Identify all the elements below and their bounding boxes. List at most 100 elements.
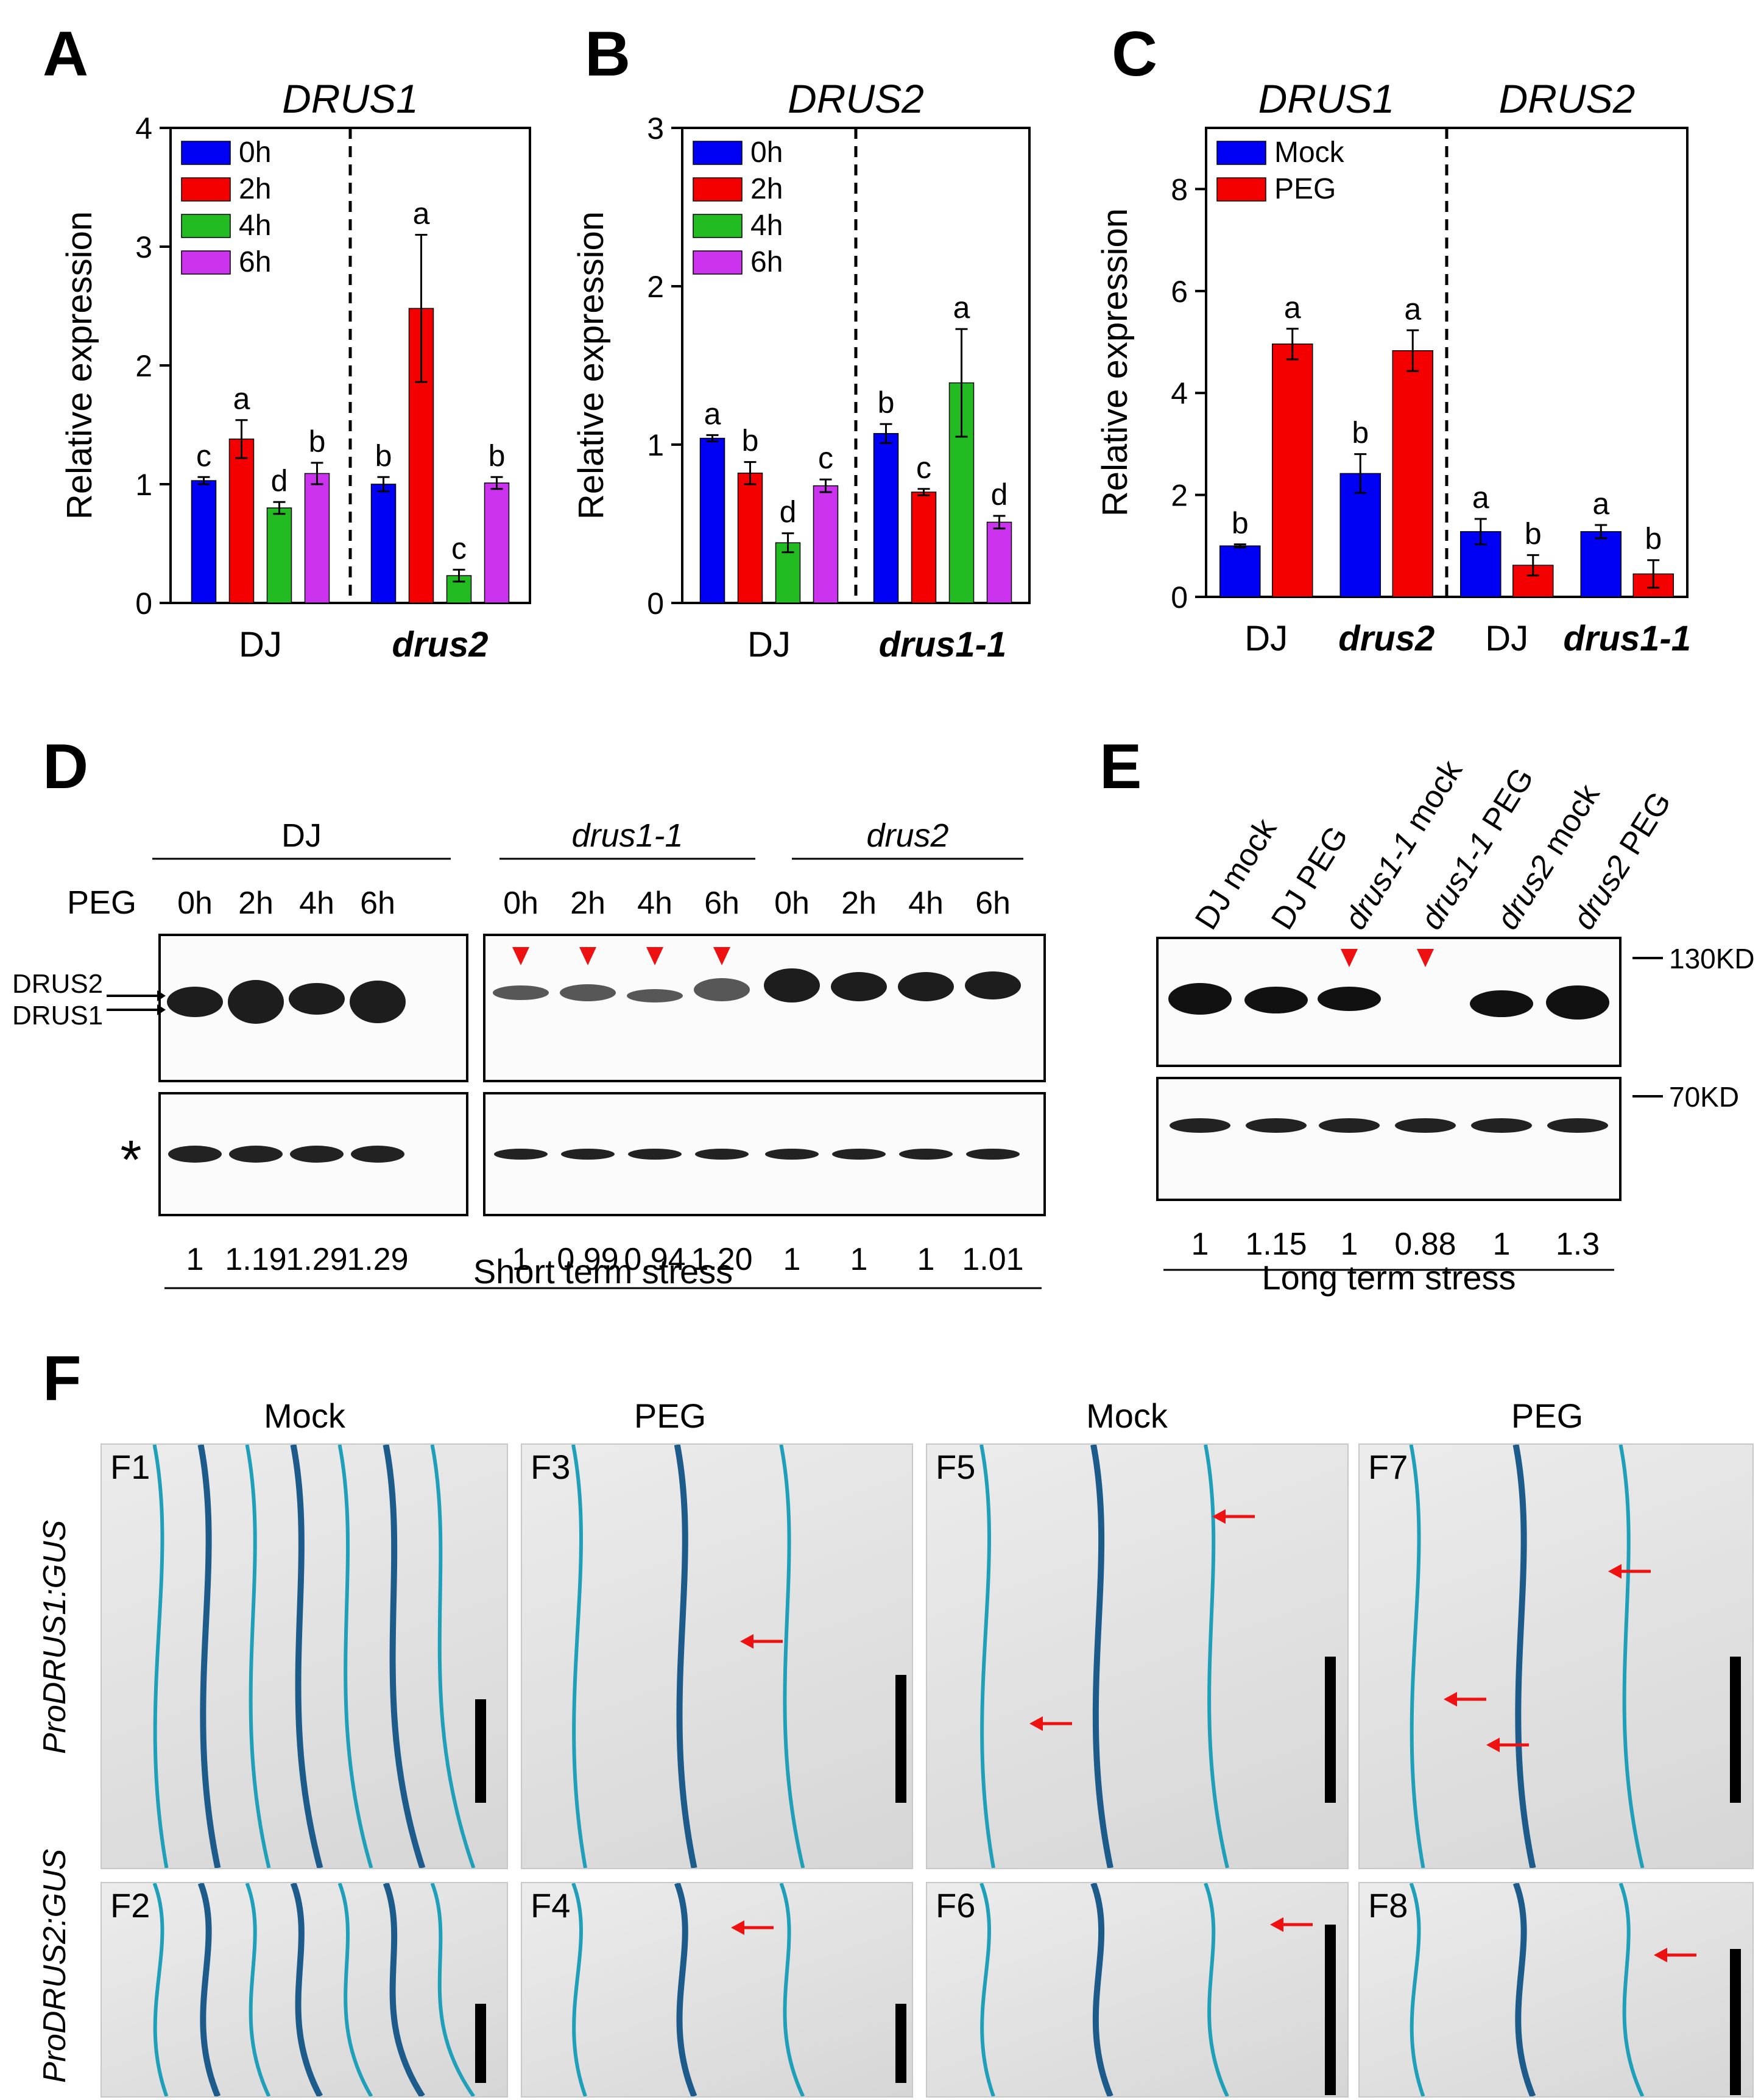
protein-band bbox=[1470, 990, 1533, 1017]
root-drawing bbox=[979, 1445, 1229, 1868]
quant-value: 1 bbox=[1191, 1227, 1209, 1262]
significance-letter: c bbox=[818, 441, 833, 475]
red-arrow-head bbox=[1654, 1948, 1667, 1962]
photo-label: F3 bbox=[531, 1448, 571, 1486]
photo-label: F5 bbox=[936, 1448, 976, 1486]
y-tick-label: 2 bbox=[135, 349, 152, 383]
photo-label: F2 bbox=[110, 1886, 150, 1925]
significance-letter: c bbox=[196, 439, 211, 473]
protein-band bbox=[965, 971, 1021, 999]
x-group-label: drus1-1 bbox=[1563, 619, 1691, 658]
quant-value: 1 bbox=[850, 1242, 868, 1277]
significance-letter: b bbox=[1352, 416, 1369, 450]
x-group-label: drus2 bbox=[1338, 619, 1435, 658]
protein-band bbox=[898, 972, 954, 1001]
protein-band bbox=[694, 978, 750, 1001]
gus-photo: F4 bbox=[521, 1882, 913, 2098]
legend-swatch bbox=[181, 177, 231, 202]
protein-band bbox=[1318, 987, 1381, 1011]
significance-letter: a bbox=[413, 197, 430, 231]
x-group-label: DJ bbox=[1244, 619, 1288, 658]
legend-swatch bbox=[693, 177, 743, 202]
legend-swatch bbox=[181, 250, 231, 275]
protein-band bbox=[627, 989, 683, 1002]
y-tick-label: 6 bbox=[1171, 275, 1188, 309]
significance-letter: d bbox=[780, 495, 797, 529]
chart-title: DRUS1 bbox=[1258, 76, 1395, 121]
significance-letter: a bbox=[1404, 292, 1421, 326]
caption-long-term: Long term stress bbox=[1262, 1258, 1516, 1297]
lane-label: 2h bbox=[570, 886, 605, 921]
bar bbox=[191, 480, 217, 604]
protein-band bbox=[493, 985, 549, 1000]
bar bbox=[1392, 350, 1433, 597]
loading-band bbox=[628, 1149, 682, 1160]
legend-swatch bbox=[1216, 177, 1266, 202]
blot-group-label: drus1-1 bbox=[571, 817, 683, 854]
root-stroke bbox=[571, 1883, 587, 2096]
bar bbox=[699, 437, 725, 604]
membrane-bottom bbox=[1156, 1077, 1622, 1201]
red-arrow-head bbox=[1212, 1509, 1226, 1524]
photo-label: F4 bbox=[531, 1886, 571, 1925]
loading-band bbox=[561, 1149, 615, 1160]
legend-label: 6h bbox=[750, 246, 783, 278]
quant-value: 1 bbox=[783, 1242, 801, 1277]
y-tick-label: 4 bbox=[135, 111, 152, 146]
significance-letter: d bbox=[271, 463, 288, 498]
gus-photo: F8 bbox=[1358, 1882, 1754, 2098]
x-group-label: drus1-1 bbox=[879, 625, 1007, 664]
y-axis-label: Relative expression bbox=[571, 211, 611, 520]
bar bbox=[484, 482, 510, 604]
lane-label: 2h bbox=[238, 886, 274, 921]
protein-band bbox=[764, 968, 820, 1002]
membrane-top-right bbox=[483, 934, 1046, 1082]
quant-value: 1 bbox=[1493, 1227, 1511, 1262]
significance-letter: b bbox=[742, 424, 759, 458]
quant-value: 1.19 bbox=[225, 1242, 286, 1277]
bar bbox=[228, 439, 255, 604]
red-arrow-head bbox=[1270, 1917, 1283, 1932]
y-tick-label: 1 bbox=[135, 468, 152, 502]
protein-band bbox=[831, 972, 887, 1001]
y-tick-label: 0 bbox=[135, 587, 152, 621]
bar bbox=[1339, 473, 1381, 597]
significance-letter: c bbox=[451, 531, 467, 565]
arrow-head bbox=[157, 1004, 166, 1015]
photo-label: F6 bbox=[936, 1886, 976, 1925]
red-arrowhead bbox=[646, 947, 663, 965]
root-stroke bbox=[337, 1883, 373, 2096]
legend-label: 0h bbox=[239, 136, 271, 169]
legend-label: 6h bbox=[239, 246, 271, 278]
lane-label: 0h bbox=[177, 886, 213, 921]
band-label-drus1: DRUS1 bbox=[12, 1001, 103, 1031]
root-stroke bbox=[1090, 1445, 1113, 1868]
root-stroke bbox=[1618, 1883, 1645, 2096]
quant-value: 1.15 bbox=[1245, 1227, 1307, 1262]
quant-value: 1 bbox=[917, 1242, 935, 1277]
loading-band bbox=[765, 1149, 819, 1160]
bar bbox=[1219, 545, 1261, 597]
lane-label: 4h bbox=[637, 886, 672, 921]
scale-bar bbox=[1325, 1925, 1336, 2095]
red-arrowhead bbox=[1341, 949, 1358, 967]
root-stroke bbox=[674, 1445, 697, 1868]
legend-label: 4h bbox=[239, 210, 271, 242]
loading-band bbox=[494, 1149, 548, 1160]
root-stroke bbox=[1618, 1445, 1645, 1868]
significance-letter: b bbox=[375, 439, 392, 473]
photo-label: F7 bbox=[1368, 1448, 1408, 1486]
loading-band bbox=[1547, 1118, 1608, 1133]
significance-letter: b bbox=[1645, 522, 1662, 556]
chart-title: DRUS2 bbox=[788, 76, 924, 121]
y-axis-label: Relative expression bbox=[60, 211, 99, 520]
lane-label: 6h bbox=[975, 886, 1011, 921]
significance-letter: a bbox=[1284, 291, 1301, 325]
scale-bar bbox=[1730, 1657, 1741, 1803]
significance-letter: a bbox=[953, 291, 970, 325]
root-stroke bbox=[383, 1445, 426, 1868]
loading-band bbox=[1471, 1118, 1532, 1133]
bar bbox=[370, 484, 397, 604]
significance-letter: b bbox=[309, 425, 326, 459]
